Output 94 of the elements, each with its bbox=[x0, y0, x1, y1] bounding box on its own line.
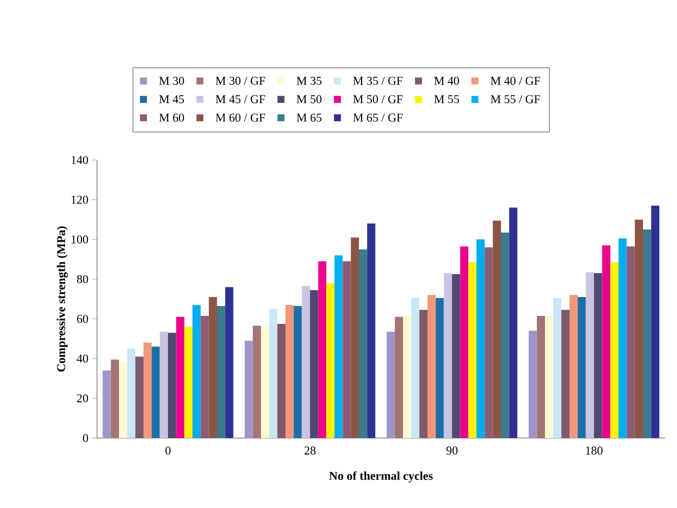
bar bbox=[618, 238, 627, 438]
legend-label: M 50 / GF bbox=[353, 95, 403, 104]
y-tick-label: 80 bbox=[76, 275, 88, 284]
bar bbox=[484, 247, 493, 438]
bar bbox=[411, 298, 420, 438]
legend-label: M 60 bbox=[159, 114, 184, 122]
bar bbox=[200, 316, 209, 438]
bar bbox=[476, 239, 485, 438]
legend-label: M 60 / GF bbox=[216, 114, 266, 122]
bar bbox=[626, 246, 635, 438]
bar bbox=[168, 332, 176, 438]
legend-label: M 65 / GF bbox=[353, 114, 403, 122]
legend-label: M 40 / GF bbox=[490, 76, 540, 85]
bar bbox=[436, 298, 444, 438]
legend-label: M 30 bbox=[159, 76, 184, 85]
bar bbox=[452, 274, 460, 438]
bar bbox=[269, 308, 278, 438]
x-tick-label: 90 bbox=[446, 446, 458, 455]
bar bbox=[310, 290, 318, 438]
bar bbox=[394, 316, 404, 438]
bar bbox=[144, 342, 152, 438]
bar bbox=[545, 316, 554, 438]
bar bbox=[294, 306, 302, 438]
bar bbox=[102, 370, 111, 438]
bar bbox=[286, 304, 294, 438]
bar bbox=[367, 224, 376, 438]
bar bbox=[277, 324, 286, 438]
bar bbox=[110, 360, 120, 438]
bar bbox=[468, 262, 476, 438]
bar bbox=[492, 220, 501, 438]
x-tick-label: 180 bbox=[586, 446, 603, 455]
bar bbox=[261, 326, 270, 438]
bar bbox=[127, 348, 136, 438]
bar bbox=[318, 261, 326, 438]
y-tick-label: 100 bbox=[72, 235, 88, 244]
bar bbox=[119, 362, 128, 438]
y-tick-label: 120 bbox=[72, 196, 88, 204]
bar bbox=[244, 340, 253, 438]
bar bbox=[386, 332, 395, 438]
bar bbox=[428, 295, 436, 438]
bar bbox=[602, 245, 610, 438]
legend-label: M 55 bbox=[434, 95, 460, 104]
bar bbox=[160, 332, 168, 438]
x-tick-label: 0 bbox=[165, 446, 171, 455]
y-tick-label: 0 bbox=[82, 434, 88, 442]
bar bbox=[536, 316, 546, 438]
legend-label: M 45 / GF bbox=[216, 95, 266, 104]
bar bbox=[302, 286, 310, 438]
y-tick-label: 20 bbox=[77, 394, 88, 402]
y-tick-label: 60 bbox=[77, 314, 88, 323]
legend-label: M 45 bbox=[159, 95, 184, 104]
legend-label: M 35 / GF bbox=[353, 76, 403, 85]
bar bbox=[208, 297, 217, 438]
bar bbox=[553, 298, 562, 438]
bar bbox=[578, 297, 586, 438]
bar bbox=[192, 304, 201, 438]
legend-label: M 30 / GF bbox=[216, 76, 266, 85]
bar bbox=[500, 232, 510, 438]
bar bbox=[342, 261, 351, 438]
bar bbox=[350, 237, 359, 438]
legend-label: M 65 bbox=[296, 114, 322, 122]
x-axis-title: No of thermal cycles bbox=[329, 471, 433, 482]
bar bbox=[216, 306, 226, 438]
bar bbox=[561, 310, 570, 438]
bar bbox=[326, 283, 334, 438]
legend-label: M 40 bbox=[434, 76, 460, 85]
bar bbox=[135, 356, 144, 438]
legend-label: M 55 / GF bbox=[490, 95, 540, 104]
bar bbox=[358, 249, 368, 438]
y-tick-label: 40 bbox=[76, 354, 88, 363]
bar bbox=[419, 310, 428, 438]
bar bbox=[176, 316, 184, 438]
y-tick-label: 140 bbox=[72, 156, 88, 164]
bar bbox=[651, 206, 660, 438]
bar bbox=[444, 273, 452, 438]
bar bbox=[252, 326, 262, 438]
bar bbox=[184, 326, 192, 438]
bar bbox=[570, 295, 578, 438]
bar bbox=[634, 220, 643, 438]
bar bbox=[460, 246, 468, 438]
y-axis-title: Compressive strength (MPa) bbox=[56, 226, 68, 372]
bar bbox=[594, 273, 602, 438]
bar bbox=[610, 262, 618, 438]
bar bbox=[528, 330, 537, 438]
bar bbox=[334, 255, 343, 438]
bar bbox=[509, 208, 518, 438]
x-tick-label: 28 bbox=[304, 446, 316, 455]
bar bbox=[403, 316, 412, 438]
legend-label: M 50 bbox=[296, 95, 322, 104]
bar bbox=[225, 287, 234, 438]
legend-label: M 35 bbox=[296, 76, 322, 85]
bar bbox=[152, 346, 160, 438]
bar bbox=[586, 272, 594, 438]
bar bbox=[642, 229, 652, 438]
